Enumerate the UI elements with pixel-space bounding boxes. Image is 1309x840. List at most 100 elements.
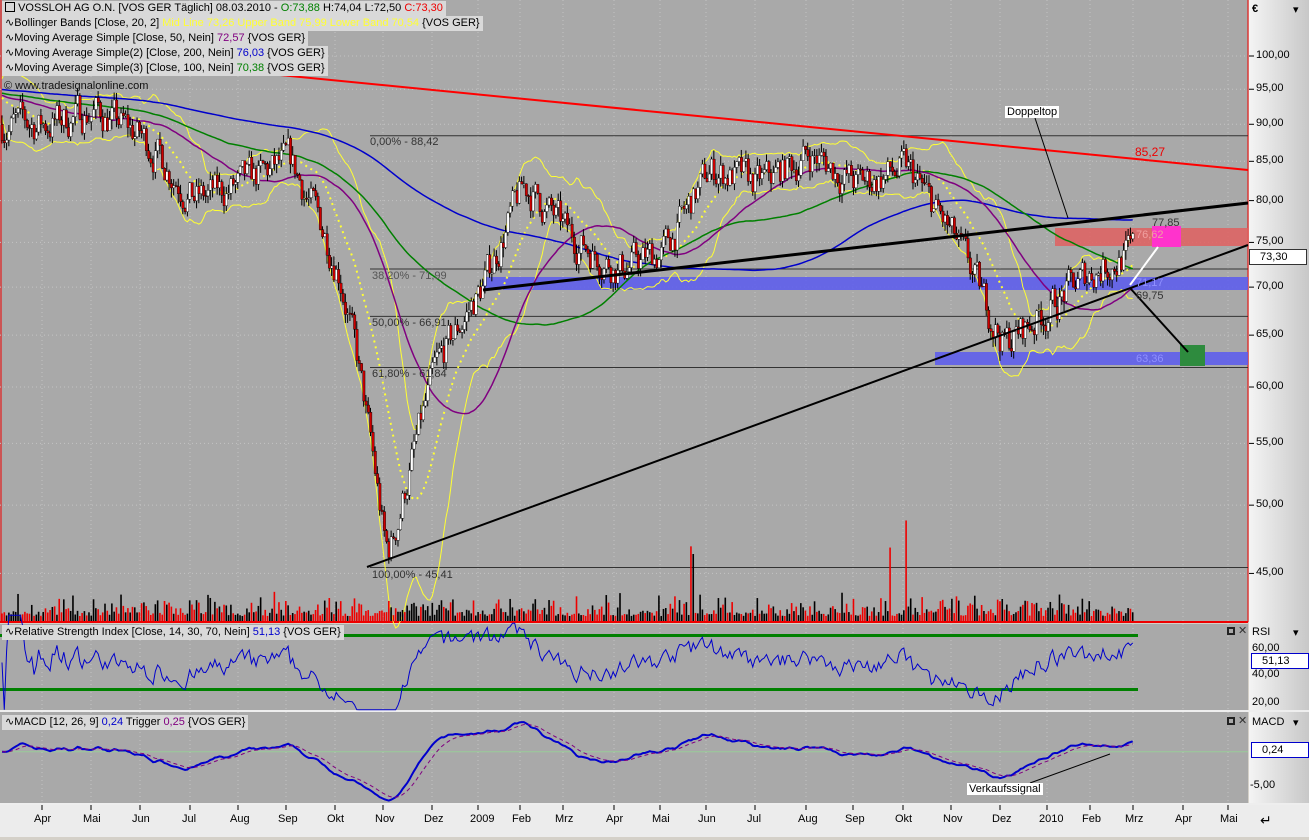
candle bbox=[245, 164, 249, 174]
candle bbox=[882, 179, 885, 189]
candle bbox=[296, 173, 299, 176]
macd-trigger-label: Trigger bbox=[123, 716, 164, 728]
rsi-axis-dropdown[interactable]: ▾ bbox=[1293, 627, 1299, 639]
month-label: Apr bbox=[1175, 813, 1193, 825]
candle bbox=[1019, 318, 1023, 335]
candle bbox=[859, 168, 862, 171]
macd-axis-title: MACD bbox=[1252, 716, 1285, 728]
candle bbox=[90, 116, 93, 122]
candle bbox=[387, 541, 391, 558]
candle bbox=[318, 207, 322, 230]
price-tick-label: 90,00 bbox=[1256, 117, 1284, 130]
candle bbox=[806, 149, 810, 157]
candle bbox=[772, 172, 775, 184]
month-label: 2010 bbox=[1039, 813, 1064, 825]
candle bbox=[421, 405, 425, 420]
candle bbox=[101, 116, 105, 132]
candle bbox=[760, 172, 764, 179]
candle bbox=[1126, 235, 1130, 241]
candle bbox=[504, 232, 508, 248]
macd-trigger-value: 0,25 bbox=[163, 716, 185, 728]
candle bbox=[518, 181, 521, 204]
candle bbox=[442, 345, 446, 363]
candle bbox=[479, 286, 482, 299]
price-tick-label: 65,00 bbox=[1256, 328, 1284, 341]
month-label: Mrz bbox=[555, 813, 574, 825]
watermark: © www.tradesignalonline.com bbox=[4, 80, 149, 92]
candle bbox=[266, 163, 270, 176]
candle bbox=[1081, 262, 1084, 270]
price-tick-label: 75,00 bbox=[1256, 235, 1284, 248]
fib-label-50: 50,00% - 66,91 bbox=[372, 317, 447, 329]
maximize-macd-button[interactable] bbox=[1227, 717, 1235, 725]
candle bbox=[195, 186, 199, 202]
candle bbox=[522, 183, 526, 186]
candle bbox=[225, 193, 228, 207]
candle bbox=[291, 155, 295, 165]
candle bbox=[820, 151, 824, 156]
close-macd-button[interactable]: ✕ bbox=[1238, 715, 1248, 727]
candle bbox=[724, 178, 727, 184]
maximize-rsi-button[interactable] bbox=[1227, 627, 1235, 635]
indicator-ma200[interactable]: ∿Moving Average Simple(2) [Close, 200, N… bbox=[2, 46, 328, 61]
candle bbox=[213, 174, 217, 189]
candle bbox=[92, 109, 96, 118]
candle bbox=[868, 171, 872, 188]
candle bbox=[238, 166, 242, 174]
window-icon[interactable] bbox=[5, 2, 15, 12]
month-label: Aug bbox=[798, 813, 818, 825]
candle bbox=[1071, 272, 1075, 288]
candle bbox=[259, 160, 263, 166]
candle bbox=[23, 109, 27, 121]
candle bbox=[742, 160, 746, 172]
candle bbox=[234, 182, 238, 185]
axis-menu-dropdown[interactable]: ▾ bbox=[1293, 4, 1299, 16]
candle bbox=[492, 255, 496, 274]
candle bbox=[662, 236, 666, 248]
candle bbox=[980, 285, 984, 288]
candle bbox=[419, 412, 423, 420]
macd-axis-dropdown[interactable]: ▾ bbox=[1293, 717, 1299, 729]
month-label: Jul bbox=[747, 813, 762, 825]
indicator-label: Bollinger Bands [Close, 20, 2] bbox=[14, 17, 160, 29]
candle bbox=[799, 160, 803, 176]
indicator-bollinger[interactable]: ∿Bollinger Bands [Close, 20, 2] Mid Line… bbox=[2, 16, 483, 31]
candle bbox=[508, 205, 512, 214]
candle bbox=[268, 168, 272, 176]
close-rsi-button[interactable]: ✕ bbox=[1238, 625, 1248, 637]
rsi-suffix: {VOS GER} bbox=[280, 626, 341, 638]
candle bbox=[193, 196, 196, 202]
candle bbox=[1069, 269, 1073, 273]
candle bbox=[557, 200, 560, 208]
candle bbox=[334, 269, 338, 281]
candle bbox=[199, 185, 203, 194]
return-icon[interactable]: ↵ bbox=[1260, 812, 1272, 828]
candle bbox=[923, 182, 927, 184]
candle bbox=[763, 169, 766, 173]
candle bbox=[888, 161, 892, 168]
candle bbox=[527, 195, 531, 197]
candle bbox=[849, 165, 853, 176]
candle bbox=[943, 215, 947, 223]
month-label: Dez bbox=[992, 813, 1012, 825]
candle bbox=[362, 370, 366, 402]
candle bbox=[1030, 329, 1034, 331]
candle bbox=[511, 190, 515, 207]
candle bbox=[87, 121, 91, 123]
indicator-ma50[interactable]: ∿Moving Average Simple [Close, 50, Nein]… bbox=[2, 31, 309, 46]
macd-legend[interactable]: ∿MACD [12, 26, 9] 0,24 Trigger 0,25 {VOS… bbox=[2, 715, 249, 730]
candle bbox=[797, 175, 801, 182]
indicator-ma100[interactable]: ∿Moving Average Simple(3) [Close, 100, N… bbox=[2, 61, 328, 76]
rsi-legend[interactable]: ∿Relative Strength Index [Close, 14, 30,… bbox=[2, 625, 344, 640]
indicator-value: 70,38 bbox=[236, 62, 265, 74]
candle bbox=[355, 329, 359, 361]
candle bbox=[728, 169, 732, 186]
indicator-icon: ∿ bbox=[5, 62, 15, 74]
candle bbox=[911, 159, 915, 184]
candle bbox=[32, 124, 36, 140]
candle bbox=[488, 254, 492, 274]
candle bbox=[632, 242, 636, 253]
candle bbox=[177, 186, 180, 194]
month-label: Sep bbox=[845, 813, 865, 825]
candle bbox=[222, 195, 226, 207]
